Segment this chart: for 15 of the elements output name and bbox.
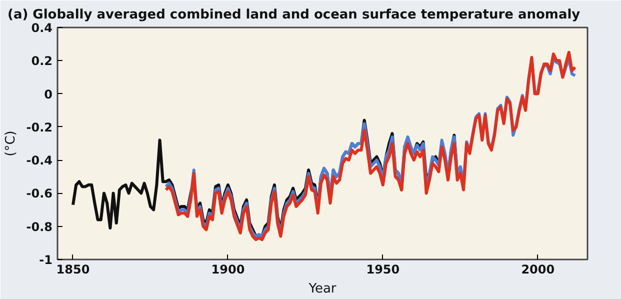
y-axis-title: (°C) [3, 130, 18, 156]
y-tick-label: -0.8 [26, 220, 53, 234]
y-tick-label: 0.2 [31, 54, 53, 68]
y-tick-label: 0.4 [31, 21, 53, 35]
x-tick-label: 2000 [521, 262, 555, 276]
x-tick-label: 1900 [211, 262, 245, 276]
y-tick-label: -0.6 [26, 186, 53, 201]
x-tick-label: 1850 [56, 262, 90, 276]
y-tick-label: -0.2 [26, 120, 53, 134]
chart-title: (a) Globally averaged combined land and ocean surface temperature anomaly [8, 8, 581, 22]
x-axis-title: Year [308, 282, 337, 296]
y-tick-label: -1 [39, 253, 53, 267]
y-tick-label: -0.4 [26, 154, 53, 168]
y-tick-label: 0 [44, 87, 53, 102]
x-tick-label: 1950 [366, 262, 400, 276]
